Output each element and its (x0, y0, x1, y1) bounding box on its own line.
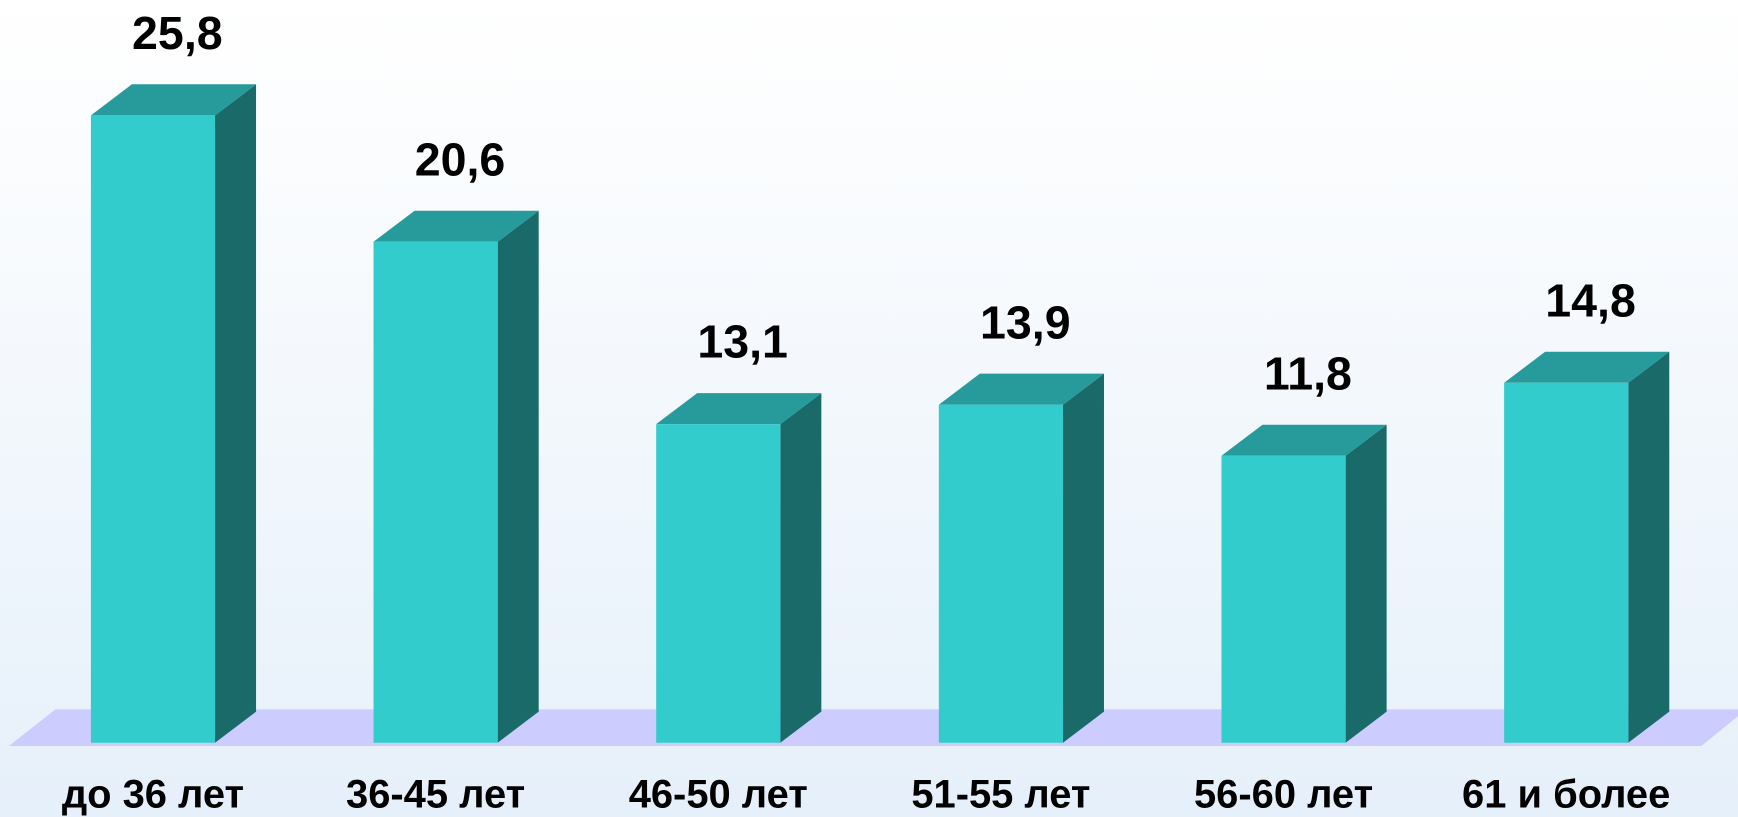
bar-side (1345, 424, 1387, 743)
bar-top (90, 84, 257, 116)
value-label: 25,8 (132, 7, 223, 59)
bar (1504, 351, 1670, 743)
bar-top (1221, 424, 1387, 456)
bar (90, 84, 257, 743)
bar-front (373, 241, 498, 743)
x-tick-label: 51-55 лет (911, 773, 1090, 817)
x-tick-label: 56-60 лет (1194, 773, 1373, 817)
bar-front (938, 404, 1063, 743)
value-label: 11,8 (1264, 347, 1352, 399)
x-tick-label: 61 и более (1462, 773, 1670, 817)
bar-side (497, 210, 539, 743)
bar-side (1062, 373, 1104, 743)
bar-top (373, 210, 539, 242)
value-label: 20,6 (415, 133, 506, 185)
bar-top (656, 393, 822, 425)
value-label: 14,8 (1545, 274, 1636, 326)
bar-top (1504, 351, 1670, 383)
bar-side (215, 84, 257, 743)
floor (8, 709, 1738, 747)
bar (1221, 424, 1387, 743)
x-tick-label: до 36 лет (62, 773, 244, 817)
value-label: 13,9 (980, 296, 1071, 348)
bar (938, 373, 1104, 743)
x-tick-label: 46-50 лет (629, 773, 808, 817)
value-label: 13,1 (697, 316, 788, 368)
bar-front (1221, 455, 1346, 743)
bar-top (938, 373, 1104, 405)
bar-front (656, 424, 781, 743)
bar (656, 393, 822, 743)
bar (373, 210, 539, 743)
bar-front (90, 115, 216, 743)
bar-side (780, 393, 822, 743)
bar-side (1628, 351, 1670, 743)
bar-front (1504, 382, 1629, 743)
x-tick-label: 36-45 лет (346, 773, 525, 817)
